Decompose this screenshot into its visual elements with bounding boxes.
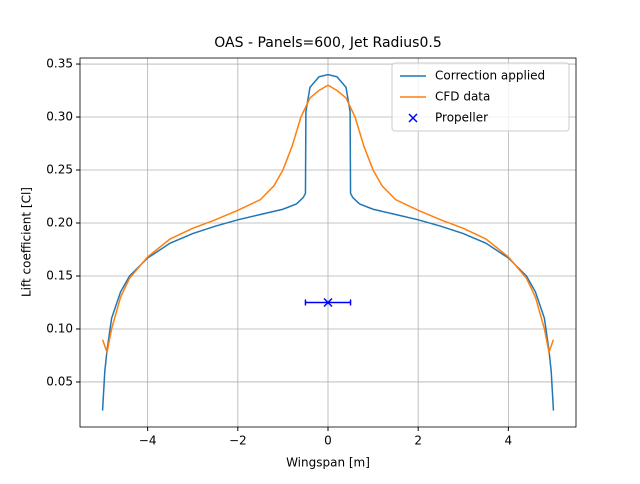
x-tick-label: −4 (139, 434, 157, 448)
y-tick-label: 0.30 (46, 110, 73, 124)
legend-label: Propeller (435, 111, 488, 125)
plot-frame (79, 57, 577, 428)
chart-title: OAS - Panels=600, Jet Radius0.5 (214, 35, 442, 51)
point (323, 297, 333, 308)
x-tick-label: 2 (414, 434, 422, 448)
x-tick-label: 0 (324, 434, 332, 448)
line (101, 84, 555, 356)
legend-label: Correction applied (435, 69, 545, 83)
legend-swatch (408, 113, 418, 123)
legend-box (391, 62, 570, 132)
y-tick-label: 0.05 (46, 374, 73, 388)
y-tick-label: 0.35 (46, 57, 73, 71)
x-tick-label: −2 (229, 434, 247, 448)
y-axis-label: Lift coefficient [Cl] (20, 187, 34, 297)
y-tick-label: 0.15 (46, 268, 73, 282)
x-axis-label: Wingspan [m] (286, 456, 370, 470)
y-tick-label: 0.20 (46, 216, 73, 230)
y-tick-label: 0.10 (46, 321, 73, 335)
x-tick-label: 4 (505, 434, 513, 448)
line (101, 73, 555, 411)
y-tick-label: 0.25 (46, 163, 73, 177)
legend-label: CFD data (435, 90, 490, 104)
